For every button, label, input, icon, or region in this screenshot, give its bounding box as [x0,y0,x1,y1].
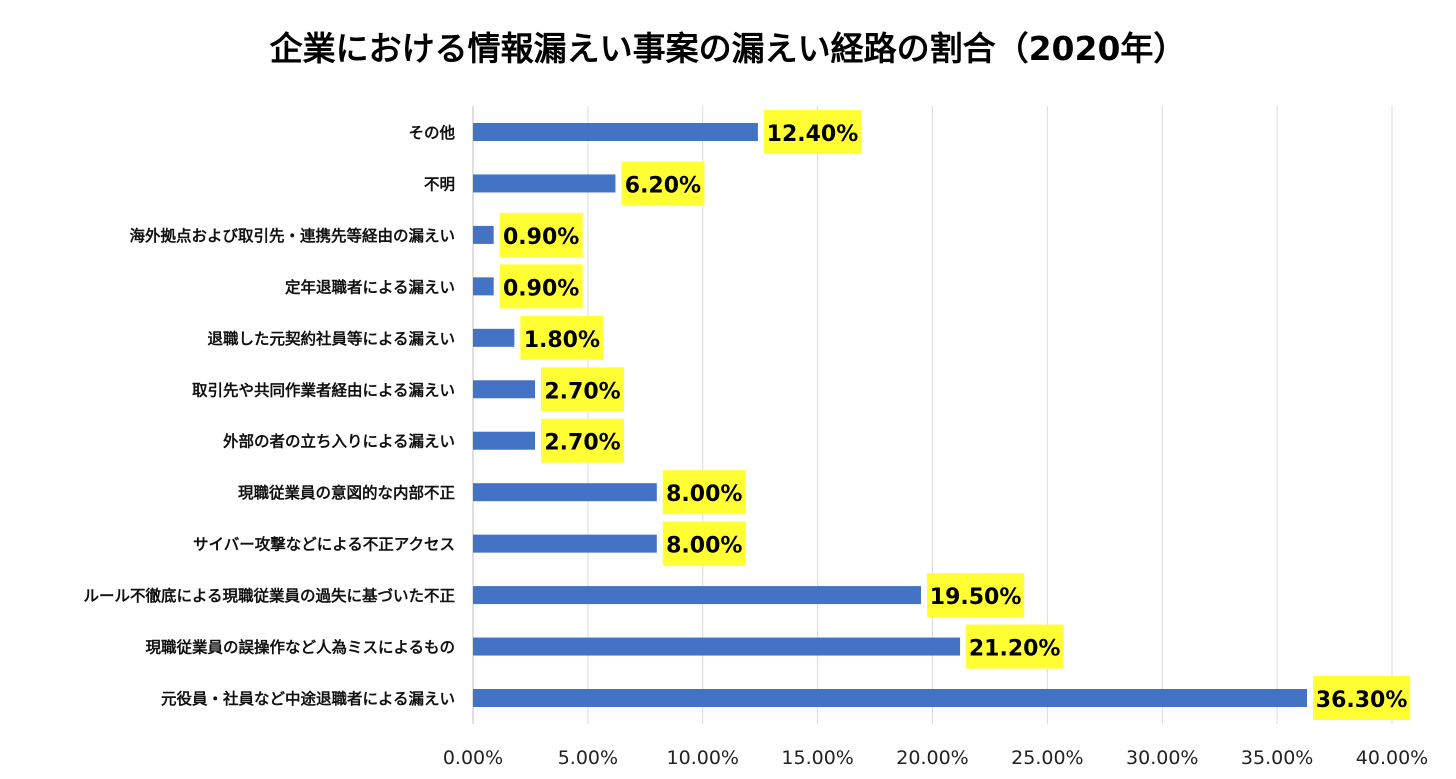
bar [473,225,494,244]
category-label: 海外拠点および取引先・連携先等経由の漏えい [129,226,455,245]
data-label: 6.20% [625,173,701,198]
data-label-background [662,470,746,515]
category-label: サイバー攻撃などによる不正アクセス [193,535,455,554]
bar [473,431,536,450]
data-label-background [927,573,1025,618]
category-label: 定年退職者による漏えい [285,277,455,296]
data-label: 12.40% [767,122,859,147]
category-label: 取引先や共同作業者経由による漏えい [192,380,455,399]
data-label: 8.00% [666,482,742,507]
bar [473,637,961,656]
x-tick-label: 0.00% [443,747,503,769]
category-label: ルール不徹底による現職従業員の過失に基づいた不正 [83,586,455,605]
data-label: 21.20% [969,637,1061,662]
x-tick-label: 40.00% [1356,747,1428,769]
bar [473,123,758,141]
bar [473,277,494,296]
data-label: 19.50% [930,585,1022,610]
data-label-background [966,624,1064,669]
data-label-background [763,110,862,154]
x-tick-label: 10.00% [667,747,739,769]
x-tick-label: 35.00% [1241,747,1313,769]
data-label-background [662,521,746,566]
data-label-background [541,418,625,463]
category-label: 元役員・社員など中途退職者による漏えい [161,689,455,708]
x-tick-label: 15.00% [781,747,853,769]
category-label: 不明 [424,175,455,193]
x-tick-label: 30.00% [1126,747,1198,769]
category-label: 退職した元契約社員等による漏えい [207,329,455,348]
data-label-background [499,264,583,309]
data-label-background [520,315,604,360]
category-label: その他 [408,123,455,142]
data-label: 2.70% [544,431,620,456]
category-label: 外部の者の立ち入りによる漏えい [223,432,455,451]
category-label: 現職従業員の誤操作など人為ミスによるもの [145,638,455,657]
bar [473,534,657,553]
x-tick-label: 20.00% [896,747,968,769]
data-label: 0.90% [503,276,579,301]
data-label: 2.70% [544,379,620,404]
bar [473,586,922,605]
x-tick-label: 25.00% [1011,747,1083,769]
category-label: 現職従業員の意図的な内部不正 [238,483,456,502]
bar [473,328,515,347]
data-label-background [1312,676,1411,720]
bar [473,380,536,399]
data-label-background [499,212,583,257]
data-label: 1.80% [524,328,600,353]
data-label: 0.90% [503,225,579,250]
chart-title: 企業における情報漏えい事案の漏えい経路の割合（2020年） [269,29,1187,68]
data-label: 8.00% [666,534,742,559]
bar [473,174,616,193]
data-label-background [541,367,625,412]
bar [473,483,657,502]
x-tick-label: 5.00% [558,747,618,769]
data-label: 36.30% [1316,688,1408,713]
data-label-background [621,161,705,206]
bar [473,689,1307,707]
